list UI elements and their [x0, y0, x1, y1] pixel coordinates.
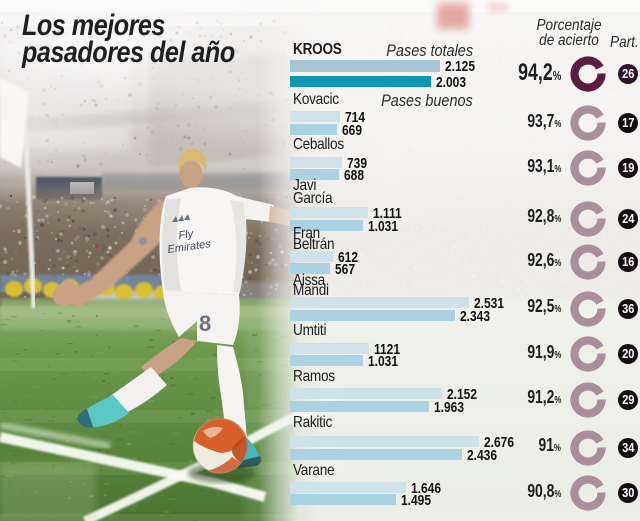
svg-text:8: 8	[199, 311, 211, 336]
svg-text:Fly: Fly	[178, 228, 196, 242]
